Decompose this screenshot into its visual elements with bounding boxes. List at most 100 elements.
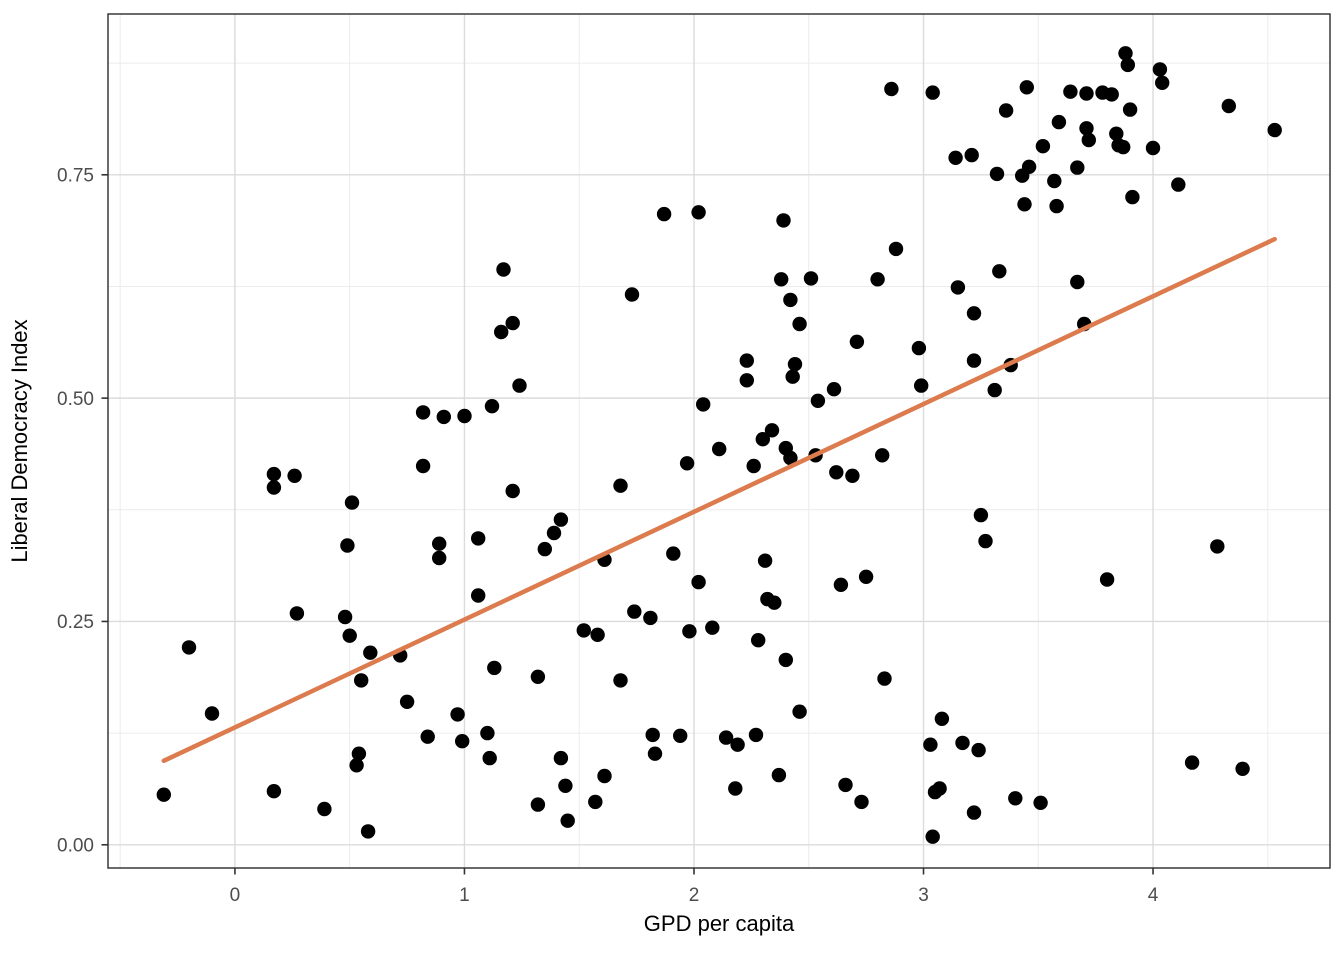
data-point	[1070, 160, 1085, 175]
data-point	[455, 734, 470, 749]
data-point	[783, 292, 798, 308]
data-point	[1155, 75, 1170, 91]
x-tick-label: 3	[918, 885, 929, 906]
data-point	[363, 645, 378, 660]
data-point	[590, 627, 605, 642]
x-tick-label: 4	[1148, 885, 1159, 906]
data-point	[354, 673, 369, 688]
data-point	[771, 767, 787, 783]
data-point	[998, 103, 1014, 118]
data-point	[1035, 139, 1051, 154]
data-point	[1267, 122, 1282, 138]
data-point	[792, 316, 807, 332]
data-point	[845, 468, 860, 483]
data-point	[1184, 755, 1200, 770]
data-point	[739, 353, 754, 368]
data-point	[576, 623, 591, 638]
scatter-points-layer	[156, 46, 1282, 844]
data-point	[923, 737, 938, 752]
data-point	[757, 553, 773, 568]
data-point	[783, 450, 798, 466]
data-point	[399, 694, 415, 709]
data-point	[487, 660, 502, 676]
data-point	[728, 781, 743, 796]
trend-line	[161, 236, 1277, 764]
y-tick-label: 0.00	[57, 835, 94, 856]
data-point	[496, 262, 511, 277]
data-point	[739, 373, 754, 388]
data-point	[432, 536, 447, 551]
data-point	[764, 423, 780, 438]
data-point	[530, 669, 546, 684]
data-point	[436, 409, 451, 425]
data-point	[776, 213, 791, 228]
data-point	[645, 727, 660, 743]
data-point	[925, 829, 940, 844]
data-point	[643, 610, 658, 626]
plot-panel	[108, 14, 1330, 868]
data-point	[992, 264, 1007, 279]
data-point	[317, 801, 332, 817]
data-point	[987, 382, 1002, 398]
data-point	[810, 393, 826, 408]
data-point	[787, 357, 803, 372]
data-point	[948, 150, 963, 165]
data-point	[415, 405, 431, 420]
data-point	[450, 707, 465, 722]
data-point	[553, 750, 569, 766]
data-point	[613, 673, 628, 688]
y-tick-label: 0.75	[57, 165, 94, 186]
data-point	[966, 306, 982, 321]
data-point	[989, 166, 1005, 182]
panel-border-layer	[107, 13, 1331, 869]
data-point	[973, 507, 989, 523]
data-point	[785, 369, 800, 384]
data-point	[679, 456, 695, 471]
data-point	[1047, 173, 1062, 189]
data-point	[1079, 86, 1094, 101]
data-point	[351, 746, 367, 761]
data-point	[512, 378, 527, 393]
data-point	[337, 609, 353, 625]
data-point	[537, 541, 552, 557]
data-point	[1122, 102, 1138, 117]
data-point	[349, 758, 364, 773]
data-point	[420, 729, 435, 744]
data-point	[778, 652, 793, 668]
data-point	[673, 728, 688, 743]
data-point	[838, 777, 853, 793]
data-point	[1063, 84, 1078, 99]
data-point	[553, 512, 569, 527]
data-point	[691, 205, 706, 220]
data-point	[751, 633, 766, 648]
data-point	[849, 334, 865, 349]
data-point	[888, 241, 904, 257]
data-point	[624, 287, 640, 302]
data-point	[530, 797, 546, 812]
data-point	[287, 468, 302, 483]
tick-labels-layer: 0 1 2 3 4 0.00 0.25 0.50 0.75	[57, 165, 1159, 906]
data-point	[1033, 795, 1048, 810]
data-point	[682, 624, 697, 639]
data-point	[1152, 62, 1168, 77]
data-point	[870, 272, 885, 287]
data-point	[833, 577, 849, 592]
data-point	[1118, 46, 1133, 61]
data-point	[266, 784, 282, 799]
data-point	[666, 546, 681, 561]
panel-background	[108, 14, 1330, 868]
data-point	[289, 606, 305, 621]
data-point	[718, 730, 734, 745]
panel-border	[107, 13, 1331, 869]
data-point	[966, 353, 982, 368]
data-point	[266, 480, 282, 495]
data-point	[480, 725, 495, 741]
data-point	[156, 787, 171, 802]
data-point	[792, 704, 807, 719]
data-point	[955, 735, 970, 751]
x-axis-title: GPD per capita	[644, 911, 795, 936]
data-point	[1235, 761, 1250, 776]
data-point	[1081, 132, 1097, 148]
data-point	[755, 432, 770, 447]
